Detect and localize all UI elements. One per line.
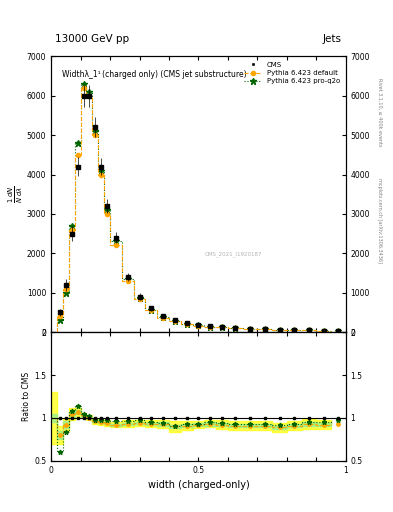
Pythia 6.423 default (137, 295, 142, 302)
Y-axis label: $\frac{1}{N}\frac{dN}{d\lambda}$: $\frac{1}{N}\frac{dN}{d\lambda}$ (7, 185, 25, 203)
Text: mcplots.cern.ch [arXiv:1306.3436]: mcplots.cern.ch [arXiv:1306.3436] (377, 178, 382, 263)
Pythia 6.423 default (161, 314, 165, 321)
Pythia 6.423 pro-q2o (336, 328, 341, 334)
Pythia 6.423 default (114, 242, 118, 248)
Pythia 6.423 default (208, 324, 213, 330)
Pythia 6.423 pro-q2o (321, 328, 326, 334)
Pythia 6.423 pro-q2o (248, 326, 252, 332)
Pythia 6.423 default (105, 211, 109, 217)
Pythia 6.423 pro-q2o (263, 326, 267, 332)
Pythia 6.423 default (307, 327, 311, 333)
Pythia 6.423 pro-q2o (105, 207, 109, 213)
Pythia 6.423 pro-q2o (64, 290, 68, 296)
Pythia 6.423 pro-q2o (69, 223, 74, 229)
Pythia 6.423 default (220, 324, 224, 330)
Pythia 6.423 default (149, 307, 154, 313)
Pythia 6.423 pro-q2o (196, 323, 201, 329)
Pythia 6.423 pro-q2o (99, 167, 104, 174)
Legend: CMS, Pythia 6.423 default, Pythia 6.423 pro-q2o: CMS, Pythia 6.423 default, Pythia 6.423 … (242, 60, 342, 86)
Pythia 6.423 pro-q2o (125, 276, 130, 282)
Pythia 6.423 default (277, 327, 282, 333)
Pythia 6.423 default (87, 93, 92, 99)
Pythia 6.423 default (292, 327, 297, 333)
Pythia 6.423 pro-q2o (93, 128, 98, 134)
Text: 13000 GeV pp: 13000 GeV pp (55, 33, 129, 44)
Pythia 6.423 default (233, 325, 238, 331)
Pythia 6.423 pro-q2o (58, 317, 62, 324)
Pythia 6.423 default (263, 326, 267, 332)
Pythia 6.423 pro-q2o (173, 318, 177, 325)
Pythia 6.423 default (125, 278, 130, 284)
Pythia 6.423 pro-q2o (184, 321, 189, 327)
Pythia 6.423 pro-q2o (233, 325, 238, 331)
Pythia 6.423 pro-q2o (292, 327, 297, 333)
Text: Jets: Jets (323, 33, 342, 44)
Pythia 6.423 pro-q2o (161, 314, 165, 321)
Y-axis label: Ratio to CMS: Ratio to CMS (22, 372, 31, 421)
Pythia 6.423 default (81, 85, 86, 91)
Pythia 6.423 default (248, 326, 252, 332)
Pythia 6.423 pro-q2o (75, 140, 80, 146)
Pythia 6.423 pro-q2o (81, 81, 86, 87)
Text: Rivet 3.1.10, ≥ 400k events: Rivet 3.1.10, ≥ 400k events (377, 78, 382, 147)
Pythia 6.423 pro-q2o (114, 239, 118, 245)
Line: Pythia 6.423 default: Pythia 6.423 default (58, 86, 341, 333)
Pythia 6.423 default (321, 328, 326, 334)
Pythia 6.423 default (196, 323, 201, 329)
Pythia 6.423 default (69, 227, 74, 233)
Pythia 6.423 default (93, 132, 98, 138)
Pythia 6.423 pro-q2o (137, 295, 142, 301)
X-axis label: width (charged-only): width (charged-only) (148, 480, 249, 490)
Pythia 6.423 default (173, 318, 177, 325)
Pythia 6.423 default (75, 152, 80, 158)
Pythia 6.423 default (58, 313, 62, 319)
Pythia 6.423 pro-q2o (307, 327, 311, 333)
Pythia 6.423 default (64, 286, 68, 292)
Pythia 6.423 default (336, 328, 341, 334)
Pythia 6.423 pro-q2o (220, 324, 224, 330)
Pythia 6.423 default (184, 321, 189, 327)
Pythia 6.423 default (99, 172, 104, 178)
Pythia 6.423 pro-q2o (87, 89, 92, 95)
Text: CMS_2021_I1920187: CMS_2021_I1920187 (204, 251, 262, 257)
Pythia 6.423 pro-q2o (277, 327, 282, 333)
Line: Pythia 6.423 pro-q2o: Pythia 6.423 pro-q2o (57, 81, 342, 334)
Pythia 6.423 pro-q2o (149, 307, 154, 313)
Text: Widthλ_1¹ (charged only) (CMS jet substructure): Widthλ_1¹ (charged only) (CMS jet substr… (62, 70, 246, 79)
Pythia 6.423 pro-q2o (208, 324, 213, 330)
